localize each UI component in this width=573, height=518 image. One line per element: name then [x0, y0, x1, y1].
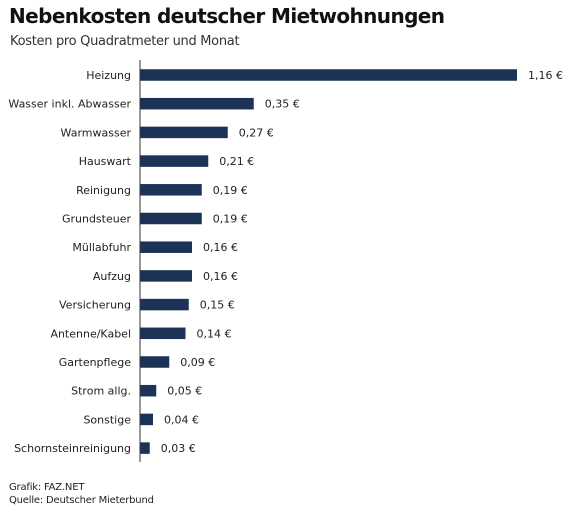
category-label: Reinigung — [76, 184, 131, 197]
bars-group — [140, 69, 517, 454]
bar — [140, 241, 192, 253]
source-credit: Quelle: Deutscher Mieterbund — [9, 495, 154, 506]
value-label: 1,16 € — [528, 69, 563, 82]
value-label: 0,03 € — [161, 442, 196, 455]
value-label: 0,09 € — [180, 356, 215, 369]
category-label: Hauswart — [79, 155, 132, 168]
bar — [140, 270, 192, 282]
category-label: Gartenpflege — [59, 356, 132, 369]
category-label: Strom allg. — [71, 385, 131, 398]
bar — [140, 69, 517, 81]
bar — [140, 413, 153, 426]
bar — [140, 356, 170, 368]
value-label: 0,19 € — [213, 213, 248, 226]
category-label: Warmwasser — [61, 126, 132, 139]
footer: Grafik: FAZ.NET Quelle: Deutscher Mieter… — [9, 481, 154, 507]
value-label: 0,21 € — [219, 155, 254, 168]
value-label: 0,27 € — [239, 126, 274, 139]
bar — [140, 298, 189, 311]
chart-title: Nebenkosten deutscher Mietwohnungen — [9, 4, 445, 28]
category-label: Versicherung — [59, 299, 131, 312]
bar — [140, 97, 254, 110]
category-label: Sonstige — [83, 413, 131, 426]
category-label: Heizung — [86, 69, 131, 82]
chart-subtitle: Kosten pro Quadratmeter und Monat — [10, 34, 240, 49]
labels-group: Heizung 1,16 € Wasser inkl. Abwasser 0,35 €… — [8, 69, 563, 455]
bar — [140, 212, 202, 225]
bar — [140, 184, 202, 196]
bar-chart: Heizung 1,16 € Wasser inkl. Abwasser 0,35 €… — [8, 60, 563, 462]
bar — [140, 155, 209, 167]
value-label: 0,16 € — [203, 270, 238, 283]
value-label: 0,19 € — [213, 184, 248, 197]
category-label: Schornsteinreinigung — [14, 442, 131, 455]
value-label: 0,04 € — [164, 413, 199, 426]
category-label: Antenne/Kabel — [50, 327, 131, 340]
category-label: Müllabfuhr — [72, 241, 131, 254]
graphic-credit: Grafik: FAZ.NET — [9, 482, 85, 493]
category-label: Wasser inkl. Abwasser — [8, 98, 131, 111]
bar — [140, 442, 150, 454]
bar — [140, 126, 228, 139]
bar — [140, 327, 186, 340]
category-label: Aufzug — [93, 270, 131, 283]
value-label: 0,05 € — [167, 385, 202, 398]
value-label: 0,15 € — [200, 299, 235, 312]
value-label: 0,35 € — [265, 98, 300, 111]
value-label: 0,14 € — [197, 327, 232, 340]
value-label: 0,16 € — [203, 241, 238, 254]
category-label: Grundsteuer — [62, 213, 132, 226]
bar — [140, 384, 157, 397]
